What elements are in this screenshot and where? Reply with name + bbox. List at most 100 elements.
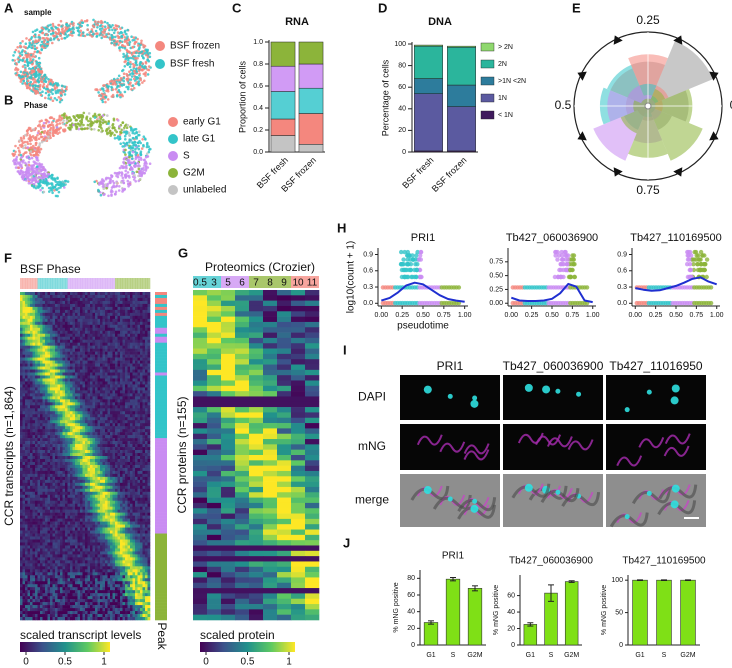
heat-cell [80,387,83,391]
heat-cell [70,315,73,320]
heat-cell [107,378,111,382]
heat-cell [45,390,48,394]
heat-cell [45,432,48,436]
umap-point [65,116,69,119]
umap-point [23,81,27,85]
heat-cell [132,300,136,305]
heat-cell [115,333,118,338]
heat-cell [62,402,66,406]
heat-cell [110,348,113,352]
heat-cell [32,393,36,397]
heat-cell [62,300,66,305]
heat-cell [30,354,33,358]
heat-cell [72,303,76,308]
umap-point [103,25,107,29]
umap-point [24,46,28,49]
heat-cell [130,372,133,376]
heat-cell [30,360,33,364]
umap-point [115,174,118,178]
umap-point [37,175,41,179]
heat-cell [72,426,76,430]
heat-cell [92,306,96,311]
heat-cell [40,432,43,436]
heat-cell [50,414,53,418]
heat-cell [95,423,98,427]
heat-cell [45,300,48,305]
heat-cell [52,417,56,421]
heat-cell [132,378,136,382]
heat-cell [145,423,148,427]
heat-cell [37,435,41,439]
heat-cell [120,381,123,385]
heat-cell [97,384,101,388]
umap-point [112,31,116,35]
heat-cell [32,297,36,302]
heat-cell [37,354,41,358]
heat-cell [140,381,143,385]
umap-point [101,100,105,104]
heat-cell [82,297,86,302]
heat-cell [82,354,86,358]
heat-cell [105,345,108,349]
heat-cell [87,420,91,424]
umap-point [148,55,152,59]
heat-cell [95,333,98,338]
heat-cell [142,420,146,424]
heat-cell [122,292,126,296]
heat-cell [132,360,136,364]
heat-cell [67,312,71,317]
heat-cell [42,321,46,326]
heat-cell [40,378,43,382]
heat-cell [45,384,48,388]
heat-cell [45,402,48,406]
umap-point [91,24,95,28]
heat-cell [140,321,143,326]
heat-cell [57,342,61,346]
umap-point [56,177,59,180]
heat-cell [127,372,131,376]
heat-cell [145,435,148,439]
heat-cell [50,312,53,317]
heat-cell [140,408,143,412]
umap-point [62,90,65,93]
heat-cell [120,300,123,305]
heat-cell [32,300,36,305]
heat-cell [102,351,106,355]
heat-cell [110,366,113,370]
heat-cell [80,330,83,335]
heat-cell [87,426,91,430]
heat-cell [125,327,128,332]
umap-point [134,61,137,64]
heat-cell [60,348,63,352]
umap-point [109,178,112,181]
heat-cell [72,405,76,409]
heat-cell [87,411,91,415]
heat-cell [75,432,78,436]
umap-point [57,190,61,194]
heat-cell [120,402,123,406]
heat-cell [135,396,138,400]
heat-cell [70,339,73,343]
heat-cell [62,369,66,373]
heat-cell [147,381,151,385]
heat-cell [87,432,91,436]
heat-cell [52,366,56,370]
heat-cell [42,363,46,367]
umap-point [89,30,93,33]
umap-point [47,83,50,86]
heat-cell [47,333,51,338]
umap-point [77,127,81,131]
heat-cell [82,351,86,355]
heat-cell [47,366,51,370]
umap-point [93,128,96,131]
heat-cell [47,408,51,412]
heat-cell [100,292,103,296]
heat-cell [45,294,48,299]
heat-cell [127,384,131,388]
umap-point [134,180,137,183]
heat-cell [132,309,136,314]
heat-cell [132,357,136,361]
heat-cell [95,357,98,361]
heat-cell [62,297,66,302]
heat-cell [97,336,101,341]
